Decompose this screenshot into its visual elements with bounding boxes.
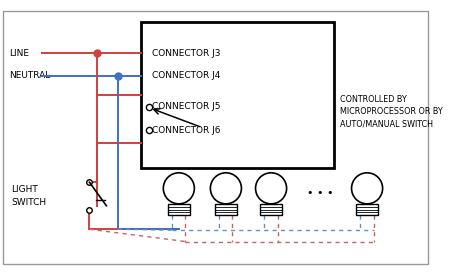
Text: CONNECTOR J3: CONNECTOR J3	[153, 49, 221, 58]
Text: MICROPROCESSOR OR BY: MICROPROCESSOR OR BY	[340, 107, 442, 116]
Bar	[356, 204, 378, 215]
Circle shape	[164, 173, 194, 204]
Text: LINE: LINE	[10, 49, 29, 58]
Text: NEUTRAL: NEUTRAL	[10, 71, 51, 80]
Text: SWITCH: SWITCH	[11, 199, 46, 207]
Bar	[141, 22, 334, 168]
Circle shape	[352, 173, 382, 204]
Bar	[215, 204, 237, 215]
Text: CONTROLLED BY: CONTROLLED BY	[340, 95, 407, 104]
Text: AUTO/MANUAL SWITCH: AUTO/MANUAL SWITCH	[340, 119, 433, 128]
Circle shape	[210, 173, 241, 204]
Text: CONNECTOR J5: CONNECTOR J5	[153, 102, 221, 111]
Text: CONNECTOR J6: CONNECTOR J6	[153, 126, 221, 135]
Text: LIGHT: LIGHT	[11, 185, 38, 194]
Bar	[260, 204, 282, 215]
Bar	[168, 204, 190, 215]
Text: CONNECTOR J4: CONNECTOR J4	[153, 71, 221, 80]
Text: • • •: • • •	[307, 188, 333, 197]
Circle shape	[256, 173, 287, 204]
